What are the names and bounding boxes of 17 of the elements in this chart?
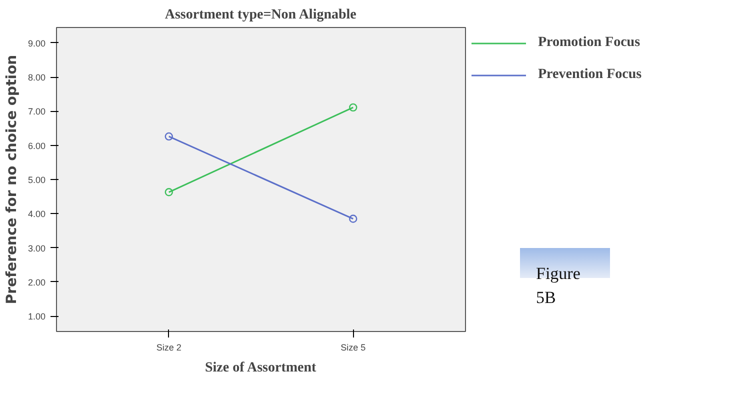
y-tick-label: 2.00 xyxy=(28,277,46,288)
x-axis-title: Size of Assortment xyxy=(205,360,317,376)
x-tick-label: Size 5 xyxy=(340,342,366,352)
y-tick-label: 3.00 xyxy=(28,243,46,254)
y-tick-label: 7.00 xyxy=(28,106,46,117)
y-tick-label: 4.00 xyxy=(28,209,46,220)
chart-title: Assortment type=Non Alignable xyxy=(164,8,356,22)
y-tick-label: 6.00 xyxy=(28,140,46,151)
y-tick-label: 5.00 xyxy=(28,175,46,185)
y-tick-label: 9.00 xyxy=(28,38,46,48)
legend-label: Promotion Focus xyxy=(538,35,640,51)
y-axis-title: Preference for no choice option xyxy=(4,54,20,304)
y-tick-label: 1.00 xyxy=(28,312,46,322)
caption: Figure 5B xyxy=(536,263,582,310)
y-tick-label: 8.00 xyxy=(28,72,46,83)
legend-label: Prevention Focus xyxy=(538,67,642,83)
x-tick-label: Size 2 xyxy=(156,342,182,352)
